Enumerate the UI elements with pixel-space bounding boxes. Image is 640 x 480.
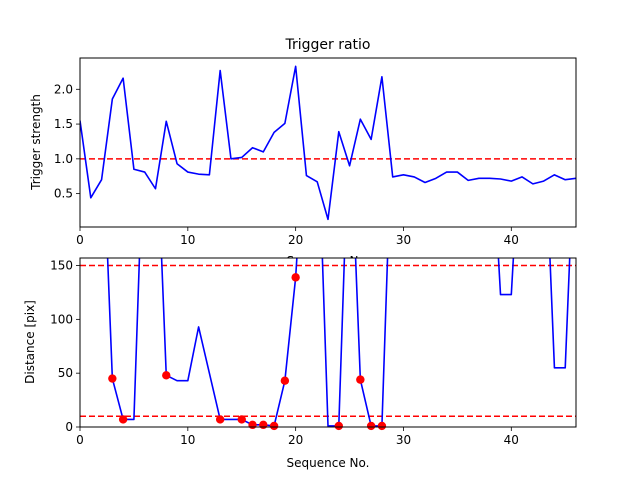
top-series-line-0 [80,65,576,221]
bottom-chart-frame [79,257,577,428]
bottom-data-marker [334,421,343,431]
bottom-data-marker [237,415,246,424]
bottom-data-marker [291,273,300,282]
bottom-y-tick-label: 0 [65,420,73,434]
bottom-data-marker [377,421,387,431]
top-x-tick-label: 0 [76,233,84,247]
top-x-tick-label: 20 [288,233,303,247]
bottom-data-marker [269,421,279,431]
bottom-data-marker [118,415,128,424]
bottom-y-tick-label: 150 [50,259,73,273]
bottom-x-tick-label: 40 [504,433,519,447]
bottom-x-tick-label: 0 [76,433,84,447]
bottom-data-marker [248,420,257,430]
top-y-tick-label: 1.5 [54,117,73,131]
bottom-chart-background [80,258,576,427]
bottom-x-tick-label: 30 [396,433,411,447]
top-y-tick-label: 2.0 [54,82,73,96]
bottom-data-marker [215,415,225,424]
bottom-chart-ylabel: Distance [pix] [23,300,37,384]
top-x-tick-label: 40 [504,233,519,247]
bottom-x-tick-label: 10 [180,433,195,447]
bottom-y-tick-label: 100 [50,312,73,326]
bottom-data-marker [356,375,365,384]
top-chart-frame [79,57,577,228]
bottom-data-marker [280,376,290,385]
bottom-x-tick-label: 20 [288,433,303,447]
bottom-data-marker [162,371,171,380]
bottom-data-marker [108,374,117,383]
top-chart-ylabel: Trigger strength [29,94,43,191]
top-x-tick-label: 30 [396,233,411,247]
bottom-y-tick-label: 50 [58,366,73,380]
bottom-data-marker [259,420,268,430]
top-x-tick-label: 10 [180,233,195,247]
top-chart-panel: Trigger ratio 0 10 20 30 40 0.5 1.0 1.5 2.0 Tri… [29,37,577,268]
top-y-tick-label: 1.0 [54,152,73,166]
bottom-chart-xlabel: Sequence No. [287,456,370,470]
bottom-series-line-0 [106,258,571,427]
bottom-data-marker [366,421,376,431]
top-chart-title: Trigger ratio [284,37,370,53]
bottom-chart-panel: 0 10 20 30 40 0 50 100 150 Distance [pix] Seque… [23,257,577,470]
top-y-tick-label: 0.5 [54,187,73,201]
